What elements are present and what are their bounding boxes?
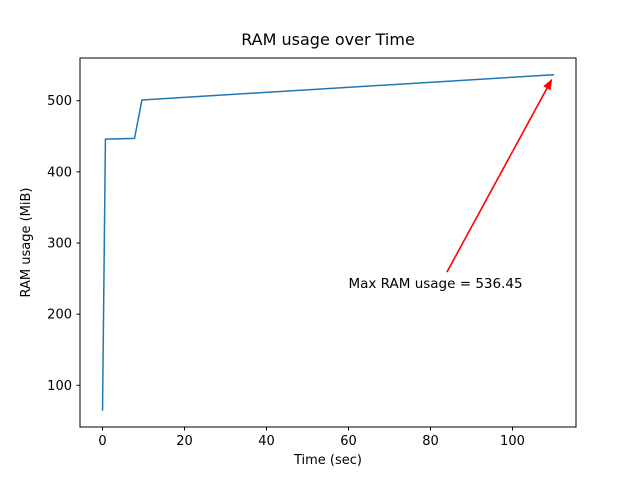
y-tick-label: 500 [47, 94, 72, 109]
axes-frame [79, 57, 577, 428]
y-tick-label: 200 [47, 308, 72, 323]
ram-usage-line [101, 74, 555, 411]
y-axis-label: RAM usage (MiB) [19, 188, 34, 298]
x-tick-label: 100 [500, 434, 525, 449]
x-tick-label: 60 [340, 434, 357, 449]
x-tick-label: 80 [422, 434, 439, 449]
max-ram-annotation-text: Max RAM usage = 536.45 [348, 276, 522, 292]
y-tick-label: 400 [47, 165, 72, 180]
x-tick-label: 40 [258, 434, 275, 449]
x-axis-label: Time (sec) [293, 453, 362, 468]
y-tick-label: 100 [47, 379, 72, 394]
chart-title: RAM usage over Time [241, 30, 415, 49]
annotation-arrow-line [446, 84, 550, 273]
y-tick-label: 300 [47, 236, 72, 251]
x-tick-label: 0 [98, 434, 106, 449]
plot-area: 0 20 40 60 80 100 100 200 300 400 500 [47, 57, 577, 449]
annotation-arrow-head [543, 78, 553, 91]
x-tick-label: 20 [176, 434, 193, 449]
